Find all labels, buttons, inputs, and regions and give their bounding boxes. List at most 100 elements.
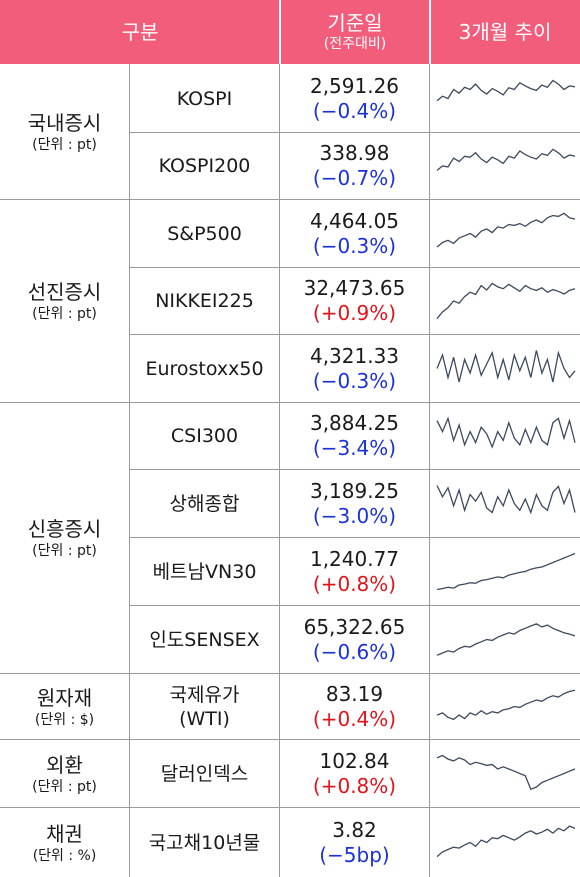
index-value-cell: 1,240.77 (+0.8%): [280, 538, 429, 605]
header-category-label: 구분: [121, 20, 159, 44]
row-divider: [129, 132, 580, 133]
trend-line: [436, 416, 576, 449]
index-name: 국고채10년물: [148, 831, 261, 854]
index-value-cell: 102.84 (+0.8%): [280, 740, 429, 807]
header-divider: [279, 0, 281, 64]
index-value-cell: 338.98 (−0.7%): [280, 133, 429, 199]
index-value: 2,591.26: [309, 73, 400, 98]
index-value-cell: 83.19 (+0.4%): [280, 674, 429, 739]
group-unit: (단위 : pt): [32, 778, 97, 795]
index-name-cell: NIKKEI225: [130, 268, 279, 334]
column-divider: [129, 64, 130, 877]
row-divider: [0, 739, 580, 740]
trend-sparkline: [436, 212, 576, 248]
header-reference: 기준일 (전주대비): [280, 0, 430, 64]
group-title: 채권: [46, 821, 83, 846]
index-name-cell: KOSPI200: [130, 133, 279, 199]
group-bond: 채권 (단위 : %): [0, 808, 129, 877]
group-emerging: 신흥증시 (단위 : pt): [0, 403, 129, 673]
index-change: (+0.9%): [312, 301, 397, 325]
group-title: 신흥증시: [27, 517, 102, 541]
group-title: 외환: [46, 752, 83, 777]
index-name: 베트남VN30: [152, 560, 257, 583]
row-divider: [129, 267, 580, 268]
group-unit: (단위 : pt): [32, 137, 97, 153]
index-change: (−0.4%): [312, 98, 397, 123]
index-name: NIKKEI225: [155, 290, 254, 312]
column-divider: [429, 64, 430, 877]
index-value-cell: 3,189.25 (−3.0%): [280, 470, 429, 537]
index-value-cell: 2,591.26 (−0.4%): [280, 65, 429, 132]
row-divider: [129, 334, 580, 335]
trend-sparkline: [436, 282, 576, 320]
group-developed: 선진증시 (단위 : pt): [0, 200, 129, 402]
index-change: (−3.0%): [312, 503, 397, 528]
index-change: (+0.8%): [312, 773, 397, 798]
trend-line: [436, 485, 576, 515]
trend-sparkline: [436, 689, 576, 721]
trend-sparkline: [436, 416, 576, 449]
index-change: (−0.6%): [312, 639, 397, 664]
group-unit: (단위 : %): [32, 847, 97, 864]
index-value: 1,240.77: [309, 546, 400, 571]
index-name: KOSPI: [176, 87, 233, 110]
row-divider: [0, 199, 580, 200]
index-value: 338.98: [319, 141, 390, 165]
index-name-cell: CSI300: [130, 403, 279, 469]
trend-line: [436, 148, 576, 171]
group-title: 원자재: [36, 685, 93, 710]
index-value: 32,473.65: [303, 276, 406, 300]
column-divider: [279, 64, 280, 877]
trend-sparkline: [436, 825, 576, 858]
row-divider: [0, 673, 580, 674]
index-change: (+0.4%): [312, 706, 397, 731]
header-reference-label: 기준일: [327, 11, 383, 35]
row-divider: [0, 402, 580, 403]
index-change: (−0.7%): [312, 166, 397, 190]
index-name: 상해종합: [169, 492, 240, 515]
trend-line: [436, 689, 576, 721]
index-value-cell: 32,473.65 (+0.9%): [280, 268, 429, 334]
group-title: 선진증시: [27, 280, 102, 304]
index-value: 83.19: [325, 681, 384, 706]
trend-sparkline: [436, 148, 576, 171]
header-trend: 3개월 추이: [430, 0, 580, 64]
group-unit: (단위 : $): [34, 711, 95, 728]
index-value: 4,321.33: [309, 343, 400, 368]
index-value-cell: 4,321.33 (−0.3%): [280, 335, 429, 402]
header-reference-sub: (전주대비): [323, 36, 387, 52]
index-value-cell: 3,884.25 (−3.4%): [280, 403, 429, 469]
trend-sparkline: [436, 350, 576, 383]
index-value: 65,322.65: [303, 614, 406, 639]
index-change: (−0.3%): [312, 368, 397, 393]
index-name-cell: Eurostoxx50: [130, 335, 279, 402]
group-unit: (단위 : pt): [32, 543, 97, 559]
index-name: (WTI): [179, 707, 230, 730]
group-fx: 외환 (단위 : pt): [0, 740, 129, 807]
trend-sparkline: [436, 754, 576, 791]
group-unit: (단위 : pt): [32, 306, 97, 322]
trend-line: [436, 623, 576, 656]
trend-sparkline: [436, 623, 576, 656]
row-divider: [0, 807, 580, 808]
index-name: 국제유가: [169, 683, 240, 706]
trend-sparkline: [436, 79, 576, 102]
header-category: 구분: [0, 0, 280, 64]
index-name-cell: 국제유가 (WTI): [130, 674, 279, 739]
index-name: Eurostoxx50: [145, 357, 264, 380]
index-change: (−3.4%): [312, 436, 397, 460]
index-value: 3,884.25: [309, 411, 400, 435]
index-name-cell: 인도SENSEX: [130, 606, 279, 673]
index-name: S&P500: [167, 222, 242, 245]
index-name-cell: 상해종합: [130, 470, 279, 537]
index-name: 달러인덱스: [160, 762, 249, 785]
group-domestic: 국내증시 (단위 : pt): [0, 65, 129, 199]
group-title: 국내증시: [27, 111, 102, 135]
trend-line: [436, 350, 576, 383]
group-commodity: 원자재 (단위 : $): [0, 674, 129, 739]
index-value: 4,464.05: [309, 208, 400, 233]
trend-line: [436, 79, 576, 102]
trend-sparkline: [436, 485, 576, 515]
index-change: (−5bp): [319, 842, 390, 867]
